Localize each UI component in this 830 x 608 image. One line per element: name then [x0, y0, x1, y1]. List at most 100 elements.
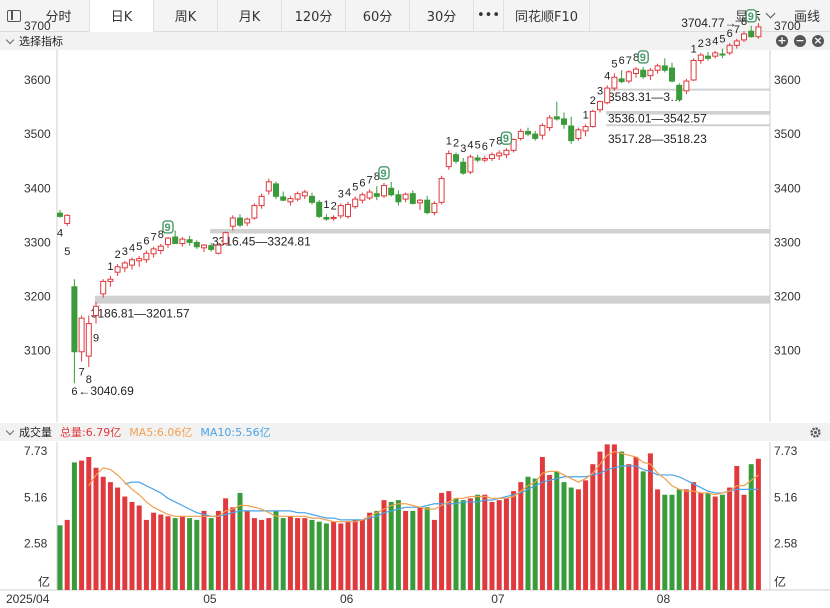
volume-bar	[79, 460, 85, 590]
count-label: 7	[79, 367, 85, 379]
volume-bar	[71, 462, 77, 590]
candle-body	[366, 191, 373, 199]
candle-body	[438, 178, 445, 203]
add-indicator-icon[interactable]: +	[776, 34, 788, 47]
volume-bar	[323, 523, 329, 590]
candle-body	[647, 69, 654, 77]
collapse-icon[interactable]	[5, 426, 15, 435]
volume-bar	[532, 478, 538, 590]
volume-bar	[395, 500, 401, 590]
volume-bar	[475, 494, 481, 590]
volume-bar	[460, 500, 466, 590]
tab-monthly-k[interactable]: 月K	[218, 0, 282, 32]
volume-unit-right: 亿	[774, 574, 786, 589]
volume-bar	[115, 487, 121, 590]
candle-body	[229, 217, 236, 227]
candle-body	[165, 237, 171, 246]
candle-body	[553, 116, 560, 120]
support-band	[606, 111, 770, 115]
volume-bar	[467, 498, 473, 590]
volume-bar	[734, 465, 740, 590]
count-label: 9	[640, 52, 646, 64]
count-label: 5	[136, 241, 142, 253]
candle-body	[510, 139, 517, 151]
ma10-line	[124, 465, 759, 521]
volume-bar	[64, 519, 70, 590]
collapse-icon[interactable]	[5, 35, 15, 44]
total-volume-label: 总量:6.79亿	[60, 426, 122, 439]
candle-body	[330, 216, 337, 220]
volume-tick-label-left: 7.73	[24, 444, 48, 458]
price-tick-label-left: 3400	[24, 181, 51, 195]
tab-daily-k[interactable]: 日K	[90, 0, 154, 32]
count-nine-badge	[162, 220, 174, 234]
count-label: 7	[489, 138, 495, 150]
count-label: 7	[626, 55, 632, 67]
close-pane-icon[interactable]: ×	[812, 34, 824, 47]
time-axis-label: 08	[657, 592, 671, 606]
band-label: 3186.81—3201.57	[91, 307, 190, 321]
volume-pane-header: 成交量 总量:6.79亿 MA5:6.06亿 MA10:5.56亿	[0, 423, 830, 441]
volume-bar	[597, 451, 603, 590]
volume-bar	[208, 518, 214, 590]
count-label: 6	[482, 141, 488, 153]
count-label: 1	[107, 261, 113, 273]
volume-bar	[547, 474, 553, 590]
count-label: 4	[467, 140, 473, 152]
volume-tick-label-left: 2.58	[24, 537, 48, 551]
tab-f10[interactable]: 同花顺F10	[504, 0, 590, 32]
count-label: 6	[143, 236, 149, 248]
price-tick-label-right: 3200	[774, 290, 801, 304]
indicator-select-label[interactable]: 选择指标	[19, 35, 63, 48]
candle-body	[712, 52, 719, 57]
remove-indicator-icon[interactable]: −	[794, 34, 806, 47]
candle-body	[582, 126, 589, 132]
volume-bar	[669, 494, 675, 590]
count-label: 5	[611, 58, 617, 70]
candle-body	[575, 129, 582, 139]
candle-body	[114, 266, 121, 273]
volume-bar	[136, 505, 142, 590]
draw-line-button[interactable]: 画线	[793, 10, 820, 25]
candle-body	[352, 198, 359, 208]
candle-body	[395, 194, 402, 203]
sidebar-toggle-button[interactable]	[0, 0, 28, 32]
more-tabs-button[interactable]: •••	[474, 0, 504, 32]
candle-body	[654, 65, 661, 71]
candle-body	[186, 239, 193, 243]
candle-body	[424, 199, 431, 214]
candle-body	[258, 195, 265, 207]
price-tick-label-left: 3600	[24, 73, 51, 87]
candle-body	[676, 84, 683, 100]
count-label: 3	[460, 143, 466, 155]
chevron-down-icon	[765, 8, 776, 19]
gear-icon[interactable]	[809, 426, 822, 439]
volume-bar	[439, 492, 445, 590]
band-label: 3517.28—3518.23	[608, 132, 707, 146]
volume-bar	[230, 507, 236, 590]
tab-120min[interactable]: 120分	[282, 0, 346, 32]
volume-bar	[237, 492, 243, 590]
tab-weekly-k[interactable]: 周K	[154, 0, 218, 32]
count-label: 4	[129, 243, 135, 255]
support-band	[210, 228, 770, 234]
volume-tick-label-right: 7.73	[774, 444, 798, 458]
candle-body	[193, 241, 200, 248]
candle-body	[323, 216, 330, 220]
count-label: 9	[503, 133, 509, 145]
volume-bar	[698, 492, 704, 590]
volume-bar	[640, 471, 646, 590]
volume-bar	[158, 514, 164, 590]
candle-body	[697, 54, 704, 61]
display-menu-button[interactable]: 显示	[725, 0, 784, 32]
volume-bar	[511, 491, 517, 590]
tab-30min[interactable]: 30分	[410, 0, 474, 32]
tab-intraday[interactable]: 分时	[28, 0, 90, 32]
volume-bar	[590, 464, 596, 590]
candle-body	[359, 194, 366, 201]
volume-bar	[525, 476, 531, 590]
tab-60min[interactable]: 60分	[346, 0, 410, 32]
candle-body	[280, 196, 287, 201]
candle-body	[589, 110, 596, 128]
count-label: 7	[367, 174, 373, 186]
